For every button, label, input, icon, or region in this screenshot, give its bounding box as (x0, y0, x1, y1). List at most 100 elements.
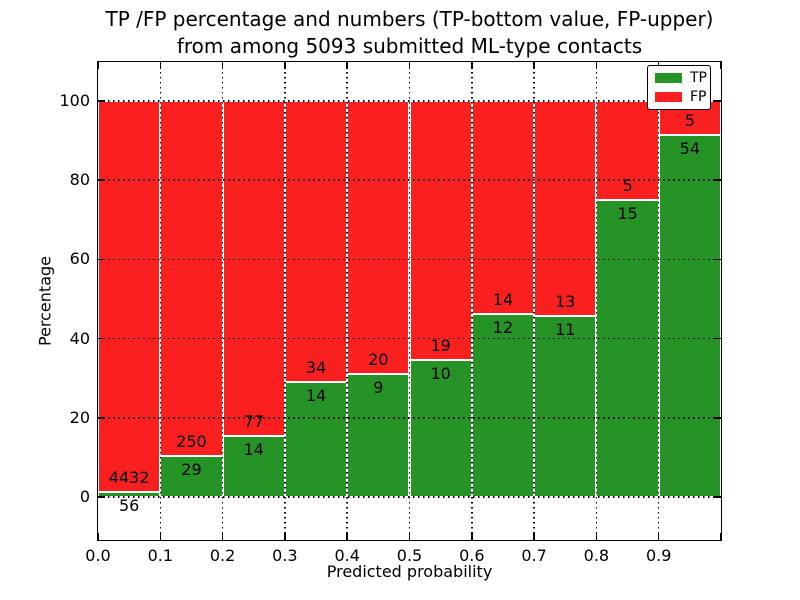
legend-fp-label: FP (690, 89, 707, 105)
bar-tp-count-label-9: 54 (679, 138, 701, 158)
bar-fp-1 (160, 101, 223, 456)
y-tick-left (98, 179, 105, 181)
bar-tp-count-label-6: 12 (492, 318, 514, 338)
x-tick-label-0.8: 0.8 (583, 546, 610, 565)
x-tick-bottom (595, 533, 598, 540)
bar-fp-count-label-2: 77 (243, 412, 264, 432)
x-tick-bottom (97, 533, 99, 540)
y-tick-left (98, 496, 105, 498)
bar-fp-6 (471, 101, 535, 315)
y-tick-right (714, 496, 721, 498)
v-gridline-9 (657, 62, 660, 540)
x-tick-top (720, 62, 722, 69)
y-tick-left (98, 337, 105, 340)
bar-tp-count-label-0: 56 (118, 496, 140, 516)
y-tick-left (98, 417, 105, 419)
bar-tp-8 (596, 200, 659, 497)
y-tick-label-80: 80 (69, 170, 90, 190)
bar-fp-count-label-4: 20 (368, 350, 389, 370)
bar-fp-count-label-8: 5 (622, 176, 633, 195)
y-tick-right (714, 100, 721, 102)
x-tick-top (533, 62, 535, 69)
chart-title-line2: from among 5093 submitted ML-type contac… (176, 34, 643, 58)
x-tick-top (408, 62, 411, 69)
y-tick-left (98, 100, 105, 102)
y-tick-right (714, 337, 721, 340)
y-tick-label-20: 20 (69, 407, 90, 427)
bar-tp-6 (471, 314, 535, 497)
x-tick-bottom (346, 533, 348, 540)
y-tick-left (98, 258, 105, 261)
bar-tp-count-label-1: 29 (181, 459, 202, 479)
bar-fp-count-label-7: 13 (555, 291, 576, 311)
tp-swatch-icon (655, 73, 682, 83)
bar-tp-9 (658, 134, 721, 497)
bar-tp-count-label-8: 15 (617, 204, 638, 223)
y-tick-label-60: 60 (69, 249, 90, 269)
bar-fp-2 (222, 101, 285, 437)
y-tick-right (714, 417, 721, 419)
y-tick-label-100: 100 (59, 91, 90, 110)
x-tick-bottom (159, 533, 162, 540)
x-tick-top (346, 62, 348, 69)
v-gridline-8 (595, 62, 598, 540)
plot-area: TP FP 0.0 0.1 0.2 0.3 0.4 0.5 0.6 0.7 0.8 0.9 0 20 4… (59, 61, 722, 565)
bar-fp-count-label-5: 19 (430, 336, 451, 356)
x-tick-top (471, 62, 473, 69)
bar-fp-count-label-6: 14 (492, 290, 514, 310)
chart-title: TP /FP percentage and numbers (TP-bottom… (98, 6, 721, 60)
x-tick-bottom (408, 533, 411, 540)
chart-title-line1: TP /FP percentage and numbers (TP-bottom… (105, 7, 714, 31)
x-tick-label-0.9: 0.9 (645, 546, 672, 565)
bar-fp-count-label-3: 34 (305, 357, 327, 377)
x-tick-label-0.0: 0.0 (85, 546, 111, 565)
legend-entry-fp: FP (655, 90, 710, 104)
x-tick-label-0.1: 0.1 (147, 546, 174, 565)
bar-fp-8 (596, 101, 659, 200)
v-gridline-6 (471, 62, 473, 540)
x-tick-label-0.7: 0.7 (521, 546, 547, 565)
v-gridline-4 (346, 62, 348, 540)
x-tick-bottom (657, 533, 660, 540)
x-tick-top (221, 62, 224, 69)
fp-swatch-icon (655, 92, 682, 102)
legend-entry-tp: TP (655, 71, 710, 85)
x-tick-label-0.5: 0.5 (396, 546, 423, 565)
bar-fp-5 (409, 101, 472, 361)
v-gridline-2 (221, 62, 224, 540)
v-gridline-1 (159, 62, 162, 540)
x-tick-top (159, 62, 162, 69)
x-tick-bottom (284, 533, 286, 540)
v-gridline-5 (408, 62, 411, 540)
v-gridline-3 (284, 62, 286, 540)
bar-fp-count-label-9: 5 (684, 110, 695, 130)
x-tick-top (284, 62, 286, 69)
x-tick-bottom (533, 533, 535, 540)
x-tick-top (595, 62, 598, 69)
legend-tp-label: TP (690, 70, 707, 86)
x-tick-top (97, 62, 99, 69)
x-tick-bottom (221, 533, 224, 540)
y-tick-right (714, 258, 721, 261)
legend: TP FP (647, 65, 711, 110)
v-gridline-7 (533, 62, 535, 540)
bar-tp-count-label-7: 11 (555, 319, 576, 339)
y-tick-right (714, 179, 721, 181)
x-tick-label-0.3: 0.3 (272, 546, 298, 565)
bar-tp-count-label-4: 9 (373, 378, 384, 398)
bar-fp-7 (534, 101, 597, 316)
bar-fp-0 (98, 101, 161, 493)
y-tick-label-0: 0 (79, 487, 90, 506)
bar-fp-3 (284, 101, 348, 382)
x-tick-label-0.2: 0.2 (209, 546, 236, 565)
bar-fp-4 (347, 101, 410, 375)
bar-tp-count-label-5: 10 (430, 364, 451, 384)
x-tick-label-0.6: 0.6 (459, 546, 485, 565)
bar-tp-count-label-2: 14 (243, 440, 264, 460)
x-tick-label-0.4: 0.4 (334, 546, 360, 565)
x-tick-bottom (720, 533, 722, 540)
x-axis-label: Predicted probability (326, 562, 493, 581)
x-tick-bottom (471, 533, 473, 540)
bar-tp-7 (534, 315, 597, 497)
